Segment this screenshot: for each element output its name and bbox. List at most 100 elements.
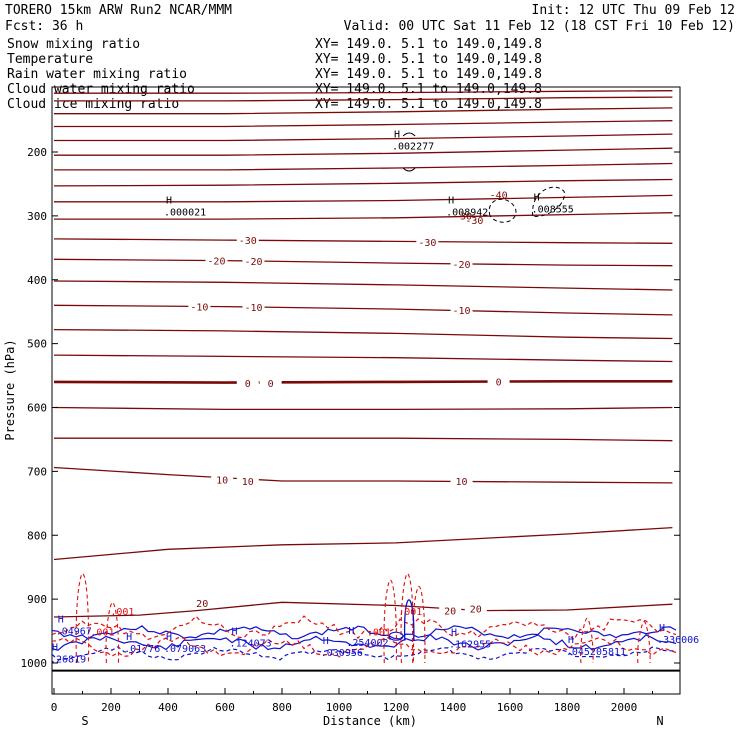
max-value-label: .002277 <box>392 142 434 153</box>
isotherm-label-bg <box>259 377 282 389</box>
isotherm-label-bg <box>236 474 259 486</box>
max-marker-h: H <box>323 636 329 647</box>
isotherm-label-bg <box>487 375 510 387</box>
ice-contour-label: -40 <box>490 191 508 202</box>
temperature-isotherms <box>53 90 673 618</box>
max-marker-h: H <box>52 643 58 654</box>
max-value-label: .008555 <box>532 204 574 215</box>
max-value-label: .336006 <box>657 635 699 646</box>
x-tick-label: 1200 <box>383 701 410 714</box>
isotherm-line <box>53 354 673 363</box>
max-value-label: .045205811 <box>566 647 626 658</box>
isotherm-line <box>54 162 673 171</box>
max-marker-h: H <box>451 627 457 638</box>
isotherm-label-bg <box>464 602 487 614</box>
y-axis-label: Pressure (hPa) <box>3 339 17 440</box>
max-marker-h: H <box>126 632 132 643</box>
isotherm-line <box>54 212 673 220</box>
isotherm-line <box>53 380 673 384</box>
ice-contour-label: -30 <box>454 212 472 223</box>
x-axis-label: Distance (km) <box>323 714 417 728</box>
rain-column-contour <box>105 601 120 664</box>
isotherm-label-bg <box>450 257 473 269</box>
ice-contour-label: -30 <box>465 216 483 227</box>
isotherm-line <box>54 90 673 94</box>
isotherm-label: 0 <box>268 379 274 390</box>
isotherm-line <box>53 601 673 618</box>
x-tick-label: 1400 <box>440 701 467 714</box>
isotherm-line <box>53 328 673 340</box>
isotherm-label-bg <box>205 254 228 266</box>
isotherm-label: 10 <box>242 477 254 488</box>
isotherm-label: -10 <box>244 303 262 314</box>
max-marker-h: H <box>448 195 454 206</box>
x-axis-south-label: S <box>81 714 88 728</box>
y-tick-label: 800 <box>27 529 47 542</box>
max-marker-h: H <box>348 626 354 637</box>
cloud-water-tower <box>403 599 415 641</box>
max-marker-h: H <box>232 627 238 638</box>
isotherm-label: 0 <box>245 379 251 390</box>
rain-column-contour <box>637 620 651 664</box>
max-value-label: .04967 <box>56 627 92 638</box>
max-marker-h: H <box>534 192 540 203</box>
rain-column-contour <box>75 573 90 664</box>
rain-contour-label: .001 <box>367 628 391 639</box>
y-tick-label: 1000 <box>21 657 48 670</box>
max-marker-h: H <box>568 635 574 646</box>
isotherm-label-bg <box>242 301 265 313</box>
isotherm-label-bg <box>236 234 259 246</box>
legend-field-name: Cloud water mixing ratio <box>7 82 195 97</box>
max-marker-h: H <box>659 623 665 634</box>
legend-field-name: Cloud ice mixing ratio <box>7 97 179 112</box>
header-valid-line: Valid: 00 UTC Sat 11 Feb 12 (18 CST Fri … <box>344 19 735 34</box>
rain-contour-label: .001 <box>90 628 114 639</box>
max-value-label: .030956 <box>321 648 363 659</box>
isotherm-label-bg <box>450 474 473 486</box>
x-tick-label: 400 <box>158 701 178 714</box>
isotherm-label-bg <box>236 377 259 389</box>
isotherm-line <box>53 406 673 411</box>
legend-field-range: XY= 149.0. 5.1 to 149.0,149.8 <box>315 52 542 67</box>
cloud-and-rain-contours <box>52 132 677 664</box>
y-tick-label: 300 <box>27 210 47 223</box>
rain-column-contour <box>411 585 426 664</box>
isotherm-label: 20 <box>444 607 456 618</box>
isotherm-label-bg <box>188 300 211 312</box>
legend-field-name: Rain water mixing ratio <box>7 67 187 82</box>
max-value-label: .000021 <box>164 207 206 218</box>
isotherm-label: -20 <box>207 257 225 268</box>
isotherm-line <box>53 238 673 244</box>
legend-field-range: XY= 149.0. 5.1 to 149.0,149.8 <box>315 97 542 112</box>
isotherm-label-bg <box>416 236 439 248</box>
legend-field-name: Snow mixing ratio <box>7 37 140 52</box>
cloud-water-contour <box>52 625 677 640</box>
isotherm-line <box>54 96 673 102</box>
isotherm-label-bg <box>242 255 265 267</box>
isotherm-label: 20 <box>470 605 482 616</box>
isotherm-line <box>54 133 673 142</box>
cloud-water-contour <box>52 646 676 661</box>
header-forecast-line: Fcst: 36 h <box>5 19 83 34</box>
header-init-line: Init: 12 UTC Thu 09 Feb 12 <box>532 3 736 18</box>
legend-field-range: XY= 149.0. 5.1 to 149.0,149.8 <box>315 82 542 97</box>
x-tick-label: 1800 <box>554 701 581 714</box>
isotherm-label: -10 <box>453 306 471 317</box>
rain-column-contour <box>580 617 594 664</box>
x-tick-label: 0 <box>51 701 58 714</box>
isotherm-line <box>53 280 673 291</box>
isotherm-line <box>54 107 673 115</box>
isotherm-label: 10 <box>456 477 468 488</box>
ice-contour <box>532 186 565 217</box>
isotherm-label: -20 <box>244 257 262 268</box>
max-marker-h: H <box>166 195 172 206</box>
x-tick-label: 800 <box>272 701 292 714</box>
y-tick-label: 700 <box>27 465 47 478</box>
isotherm-line <box>53 304 673 316</box>
isotherm-label-bg <box>439 604 462 616</box>
y-tick-label: 400 <box>27 274 47 287</box>
max-value-label: .008942 <box>446 207 488 218</box>
isotherm-line <box>53 466 673 484</box>
legend-field-name: Temperature <box>7 52 93 67</box>
